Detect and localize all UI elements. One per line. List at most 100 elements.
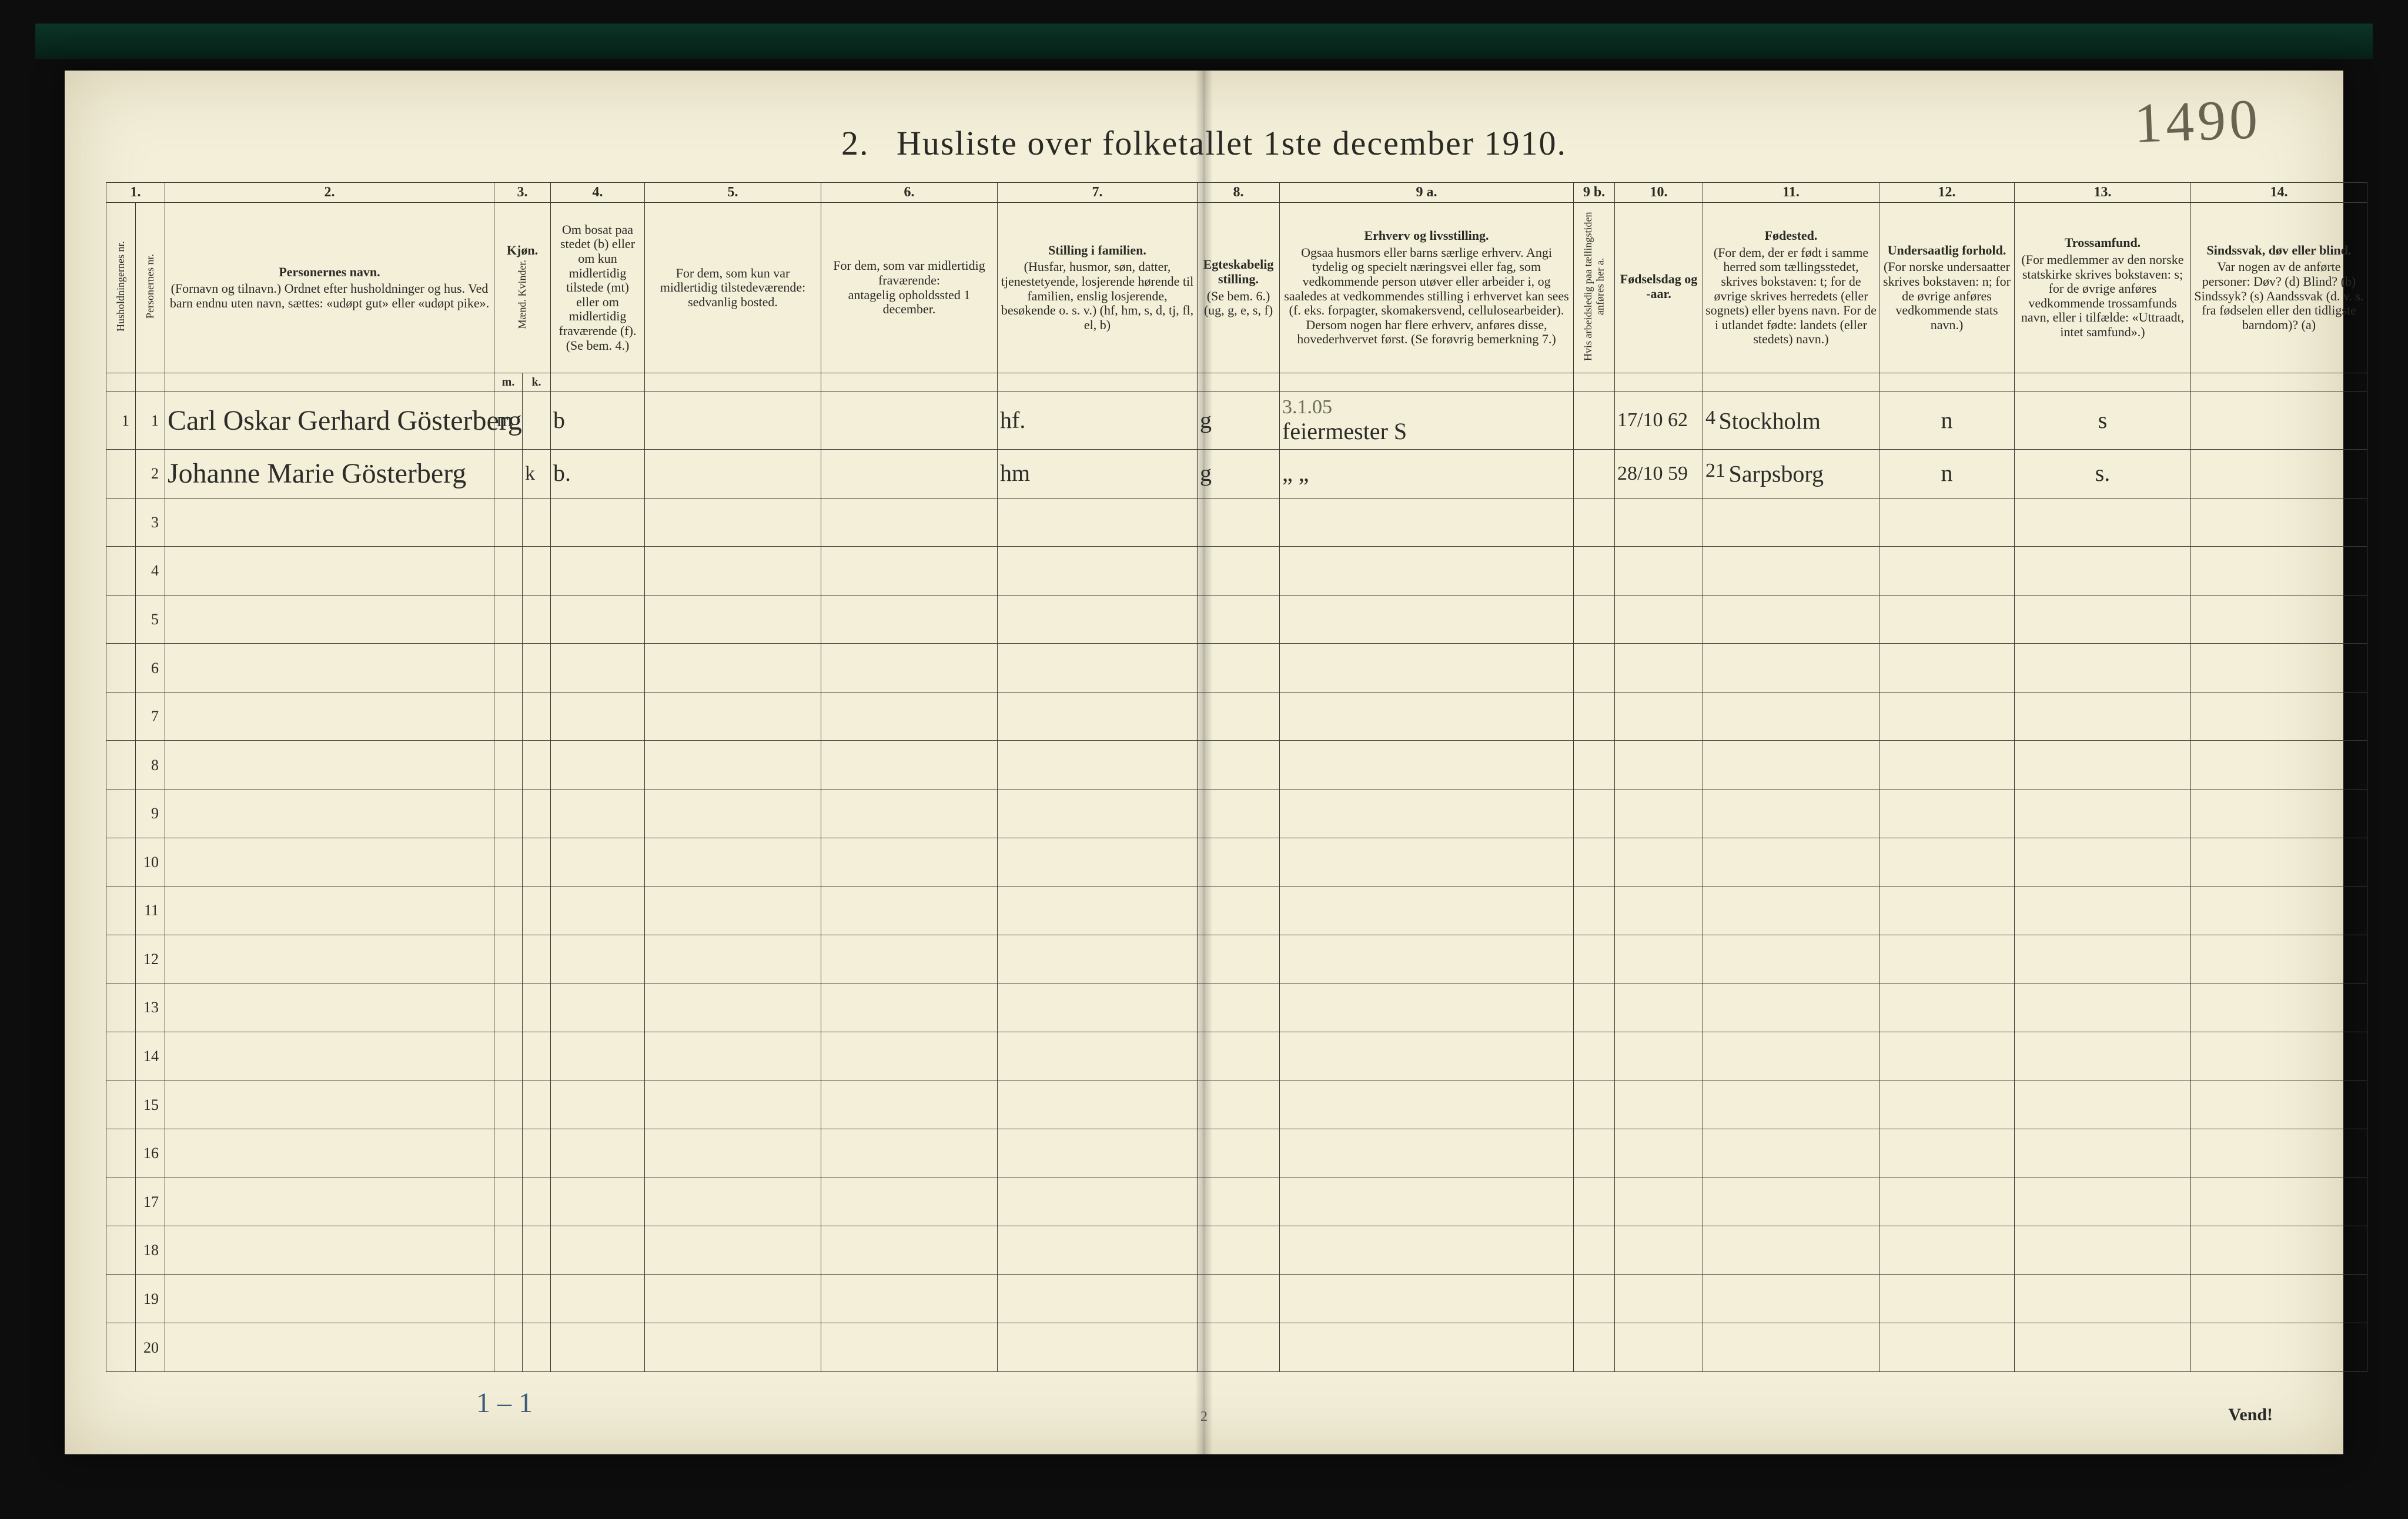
cell-empty [165,595,494,644]
cell-empty [1615,935,1703,983]
cell-empty [494,644,523,692]
cell-empty [1198,1323,1280,1372]
cell-nationality: n [1879,392,2015,450]
cell-empty [2015,741,2191,789]
cell-empty [2015,498,2191,547]
cell-empty [645,1226,821,1275]
cell-empty [1280,692,1574,741]
cell-empty [523,1226,551,1275]
cell-empty [998,1226,1198,1275]
cell-nationality: n [1879,450,2015,498]
cell-empty [551,595,645,644]
cell-temp-absent [821,450,998,498]
table-row: 7 [106,692,2367,741]
cell-family-pos: hm [998,450,1198,498]
cell-empty [1198,1177,1280,1226]
cell-empty [2015,1177,2191,1226]
cell-empty [2015,789,2191,838]
cell-empty [2015,1274,2191,1323]
cell-empty [1703,1080,1879,1129]
cell-empty [1280,789,1574,838]
cell-empty [523,935,551,983]
cell-empty [494,1323,523,1372]
colnum-2: 2. [165,183,494,203]
cell-empty [165,1274,494,1323]
header-temp-present: For dem, som kun var midlertidig tilsted… [645,203,821,373]
cell-empty [494,692,523,741]
cell-empty [821,692,998,741]
cell-name: Carl Oskar Gerhard Gösterberg [165,392,494,450]
cell-temp-present [645,450,821,498]
cell-empty [551,1274,645,1323]
header-marital: Egteskabelig stilling. (Se bem. 6.) (ug,… [1198,203,1280,373]
cell-empty [821,644,998,692]
cell-empty [998,692,1198,741]
cell-empty [645,1032,821,1080]
cell-empty [1198,644,1280,692]
cell-empty [2191,983,2367,1032]
cell-empty [551,886,645,935]
column-header-row: Husholdningernes nr. Personernes nr. Per… [106,203,2367,373]
cell-empty [523,1032,551,1080]
cell-empty [165,498,494,547]
cell-person-no: 8 [136,741,165,789]
sub-empty-2 [165,373,494,392]
header-infirmity: Sindssvak, døv eller blind. Var nogen av… [2191,203,2367,373]
cell-empty [1280,886,1574,935]
cell-empty [1198,741,1280,789]
cell-empty [1879,547,2015,595]
cell-empty [523,983,551,1032]
cell-empty [1703,498,1879,547]
cell-temp-present [645,392,821,450]
cell-empty [1703,1226,1879,1275]
table-row: 16 [106,1129,2367,1177]
cell-empty [1574,1032,1615,1080]
cell-empty [1280,1323,1574,1372]
cell-empty [1879,595,2015,644]
cell-household-no [106,498,136,547]
cell-empty [494,886,523,935]
cell-empty [1280,935,1574,983]
sub-empty-12 [1879,373,2015,392]
table-row: 18 [106,1226,2367,1275]
cell-empty [1615,692,1703,741]
sub-empty-14 [2191,373,2367,392]
cell-empty [1615,1323,1703,1372]
colnum-10: 10. [1615,183,1703,203]
cell-empty [494,498,523,547]
cell-empty [165,644,494,692]
cell-empty [1879,692,2015,741]
cell-empty [1574,644,1615,692]
cell-empty [1615,983,1703,1032]
cell-empty [645,644,821,692]
cell-empty [1703,1323,1879,1372]
cell-empty [1198,983,1280,1032]
cell-empty [2191,644,2367,692]
cell-empty [1280,644,1574,692]
cell-empty [494,741,523,789]
cell-household-no [106,1129,136,1177]
cell-empty [1615,1177,1703,1226]
cell-empty [645,886,821,935]
cell-empty [2191,789,2367,838]
cell-empty [1280,741,1574,789]
cell-empty [494,1129,523,1177]
cell-empty [2015,1129,2191,1177]
cell-empty [1703,789,1879,838]
cell-person-no: 15 [136,1080,165,1129]
cell-empty [523,1177,551,1226]
cell-empty [2191,1323,2367,1372]
cell-birthdate: 17/10 62 [1615,392,1703,450]
cell-empty [494,1080,523,1129]
cell-household-no [106,1177,136,1226]
table-row: 19 [106,1274,2367,1323]
colnum-1: 1. [106,183,165,203]
cell-residence: b [551,392,645,450]
cell-empty [165,886,494,935]
cell-empty [551,741,645,789]
cell-infirmity [2191,392,2367,450]
cell-marital: g [1198,450,1280,498]
cell-empty [998,498,1198,547]
sub-empty-11 [1703,373,1879,392]
colnum-5: 5. [645,183,821,203]
